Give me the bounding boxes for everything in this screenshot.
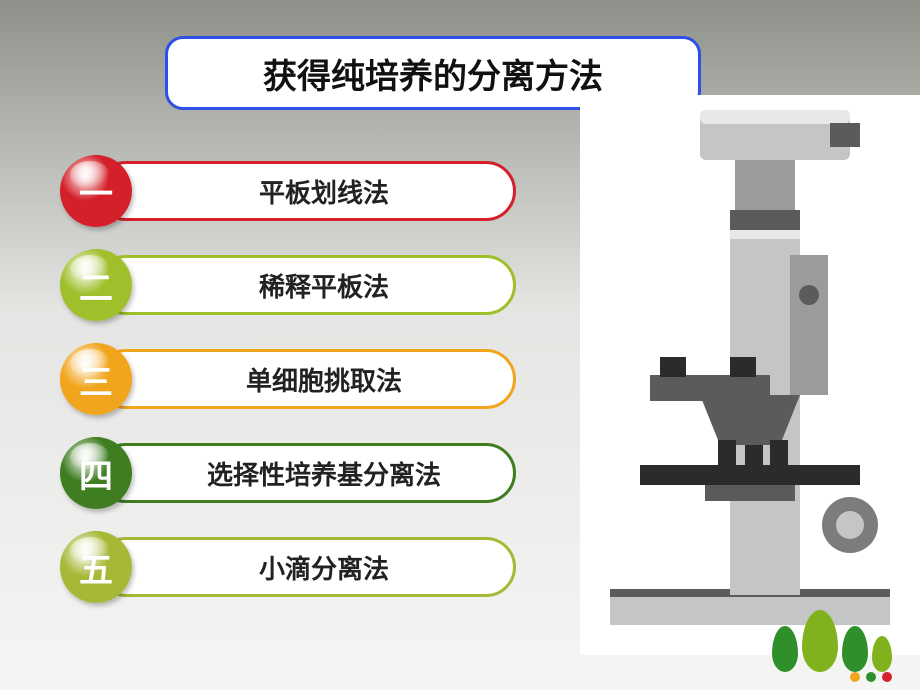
list-item: 一 平板划线法 [60,155,552,227]
bullet-num: 四 [79,449,113,498]
pill-label: 小滴分离法 [259,549,389,586]
pill-label: 稀释平板法 [259,267,389,304]
pill-label: 选择性培养基分离法 [207,455,441,492]
bullet-num: 五 [79,543,113,592]
tree-icon [802,610,838,672]
bullet-1: 一 [60,155,132,227]
tree-icon [872,636,892,672]
list-item: 五 小滴分离法 [60,531,552,603]
pill-3: 单细胞挑取法 [96,349,516,409]
pill-2: 稀释平板法 [96,255,516,315]
bullet-num: 三 [79,355,113,404]
tree-icon [772,626,798,672]
deco-dots [850,672,892,682]
bullet-5: 五 [60,531,132,603]
pill-1: 平板划线法 [96,161,516,221]
bullet-num: 二 [79,261,113,310]
pill-4: 选择性培养基分离法 [96,443,516,503]
methods-list: 一 平板划线法 二 稀释平板法 三 单细胞挑取法 四 选择性培养基分离法 五 [60,155,552,625]
dot-icon [850,672,860,682]
bullet-2: 二 [60,249,132,321]
dot-icon [882,672,892,682]
tree-icon [842,626,868,672]
bullet-4: 四 [60,437,132,509]
pill-5: 小滴分离法 [96,537,516,597]
bullet-num: 一 [79,167,113,216]
microscope-panel [580,95,920,655]
title-text: 获得纯培养的分离方法 [263,49,603,98]
dot-icon [866,672,876,682]
list-item: 四 选择性培养基分离法 [60,437,552,509]
list-item: 二 稀释平板法 [60,249,552,321]
pill-label: 平板划线法 [259,173,389,210]
list-item: 三 单细胞挑取法 [60,343,552,415]
deco-trees [772,610,892,672]
microscope-icon [580,95,920,655]
bullet-3: 三 [60,343,132,415]
pill-label: 单细胞挑取法 [246,361,402,398]
